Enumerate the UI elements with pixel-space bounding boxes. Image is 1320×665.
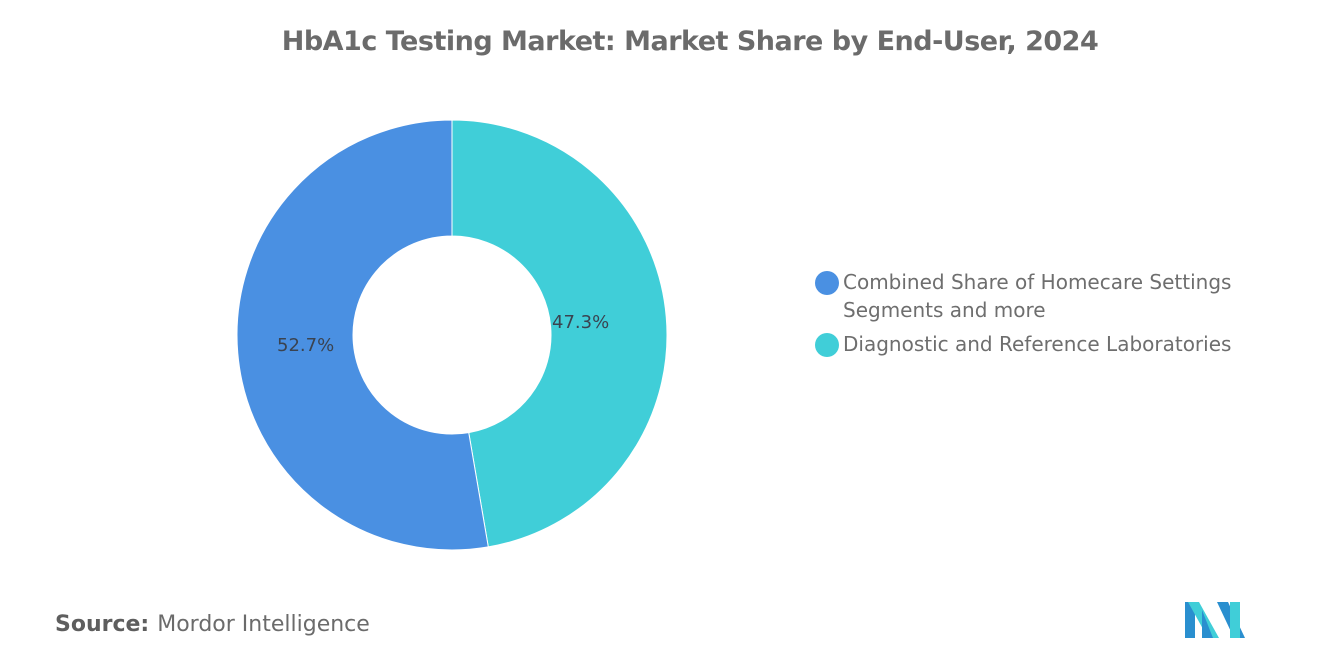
legend-item-homecare[interactable]: Combined Share of Homecare Settings Segm… bbox=[815, 268, 1243, 324]
source-value: Mordor Intelligence bbox=[157, 612, 370, 637]
legend-item-laboratories[interactable]: Diagnostic and Reference Laboratories bbox=[815, 330, 1243, 358]
source-attribution: Source: Mordor Intelligence bbox=[55, 612, 370, 637]
legend-dot-icon bbox=[815, 333, 839, 357]
source-label: Source: bbox=[55, 612, 150, 637]
chart-title: HbA1c Testing Market: Market Share by En… bbox=[281, 26, 1099, 57]
legend-label: Combined Share of Homecare Settings Segm… bbox=[843, 270, 1232, 322]
legend-dot-icon bbox=[815, 271, 839, 295]
slice-label-homecare: 52.7% bbox=[277, 335, 335, 356]
mordor-intelligence-logo-icon bbox=[1185, 602, 1250, 638]
slice-label-laboratories: 47.3% bbox=[552, 312, 610, 333]
donut-svg bbox=[237, 120, 667, 550]
legend: Combined Share of Homecare Settings Segm… bbox=[815, 268, 1243, 364]
slice-laboratories[interactable] bbox=[451, 120, 667, 548]
legend-label: Diagnostic and Reference Laboratories bbox=[843, 332, 1232, 356]
slice-homecare[interactable] bbox=[237, 120, 489, 550]
donut-chart: 52.7% 47.3% bbox=[237, 120, 667, 550]
